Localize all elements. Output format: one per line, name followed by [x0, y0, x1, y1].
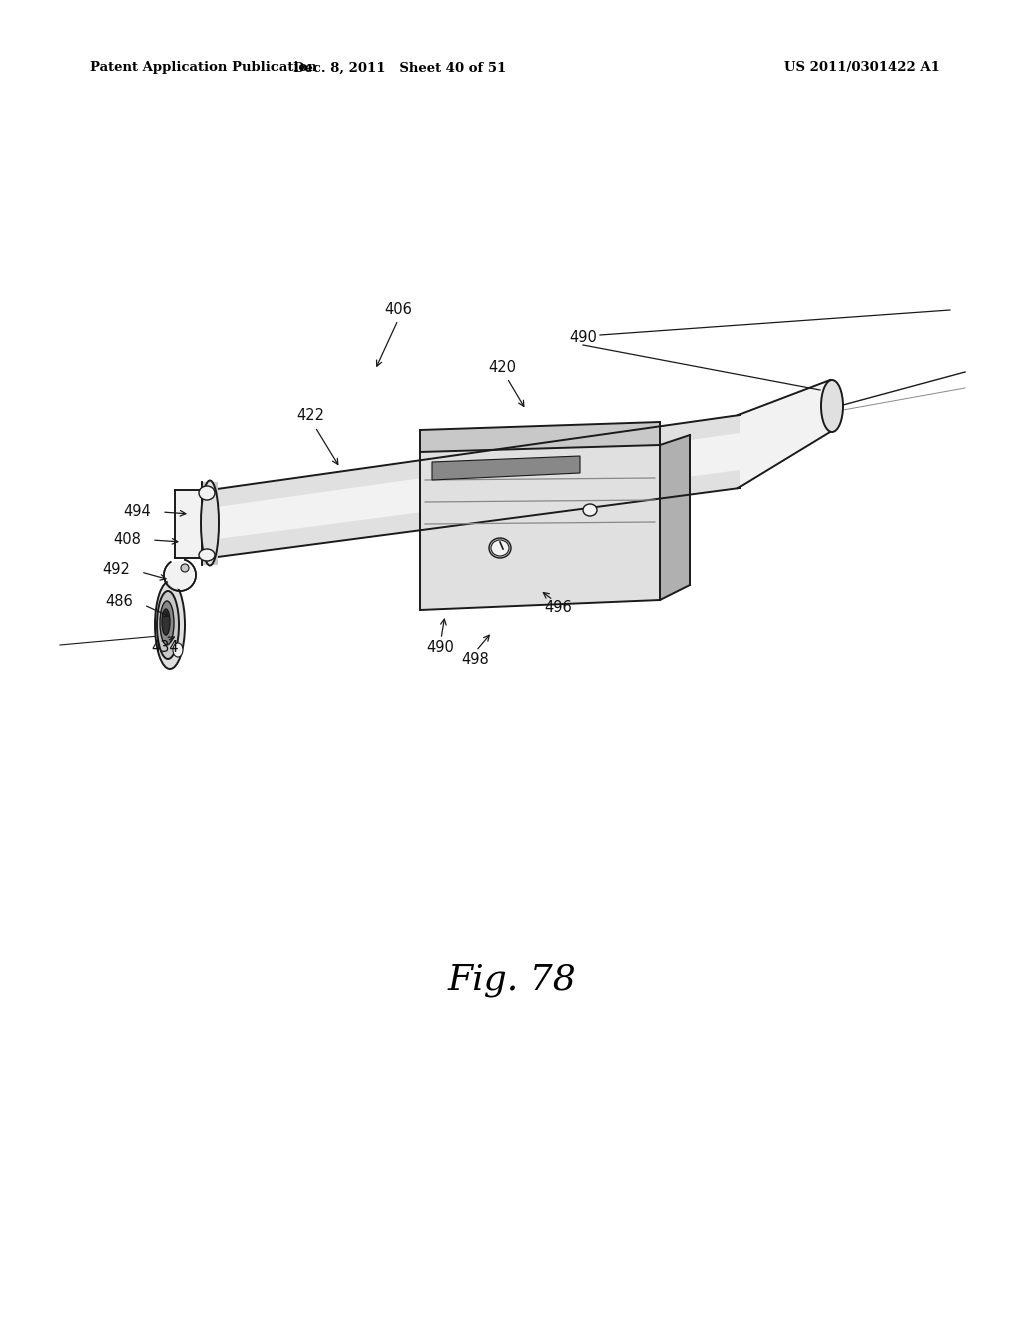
Ellipse shape: [583, 504, 597, 516]
Ellipse shape: [166, 561, 194, 589]
Text: 492: 492: [102, 562, 130, 578]
Ellipse shape: [173, 643, 183, 657]
Ellipse shape: [199, 549, 215, 561]
Ellipse shape: [490, 540, 509, 556]
Ellipse shape: [201, 480, 219, 565]
Text: 494: 494: [123, 504, 151, 520]
Ellipse shape: [155, 581, 185, 669]
Ellipse shape: [821, 380, 843, 432]
Text: Fig. 78: Fig. 78: [447, 964, 577, 997]
Polygon shape: [210, 470, 740, 558]
Polygon shape: [210, 414, 740, 508]
Text: 490: 490: [569, 330, 597, 346]
Polygon shape: [660, 436, 690, 601]
Text: Patent Application Publication: Patent Application Publication: [90, 62, 316, 74]
Text: 422: 422: [296, 408, 324, 422]
Ellipse shape: [199, 486, 215, 500]
Polygon shape: [420, 422, 660, 451]
Text: 434: 434: [152, 640, 179, 656]
Ellipse shape: [489, 539, 511, 558]
Polygon shape: [420, 445, 660, 610]
Ellipse shape: [181, 564, 189, 572]
Polygon shape: [210, 414, 740, 558]
Ellipse shape: [162, 609, 170, 635]
Text: Dec. 8, 2011   Sheet 40 of 51: Dec. 8, 2011 Sheet 40 of 51: [293, 62, 507, 74]
Text: US 2011/0301422 A1: US 2011/0301422 A1: [784, 62, 940, 74]
Text: 420: 420: [488, 360, 516, 375]
Text: 406: 406: [384, 302, 412, 318]
Polygon shape: [175, 490, 210, 558]
Ellipse shape: [157, 591, 179, 659]
Polygon shape: [432, 455, 580, 480]
Text: 496: 496: [544, 601, 571, 615]
Polygon shape: [202, 482, 218, 565]
Text: 498: 498: [461, 652, 488, 668]
Text: 490: 490: [426, 640, 454, 656]
Text: 486: 486: [105, 594, 133, 610]
Polygon shape: [738, 380, 830, 488]
Text: 408: 408: [113, 532, 141, 548]
Ellipse shape: [160, 601, 174, 645]
